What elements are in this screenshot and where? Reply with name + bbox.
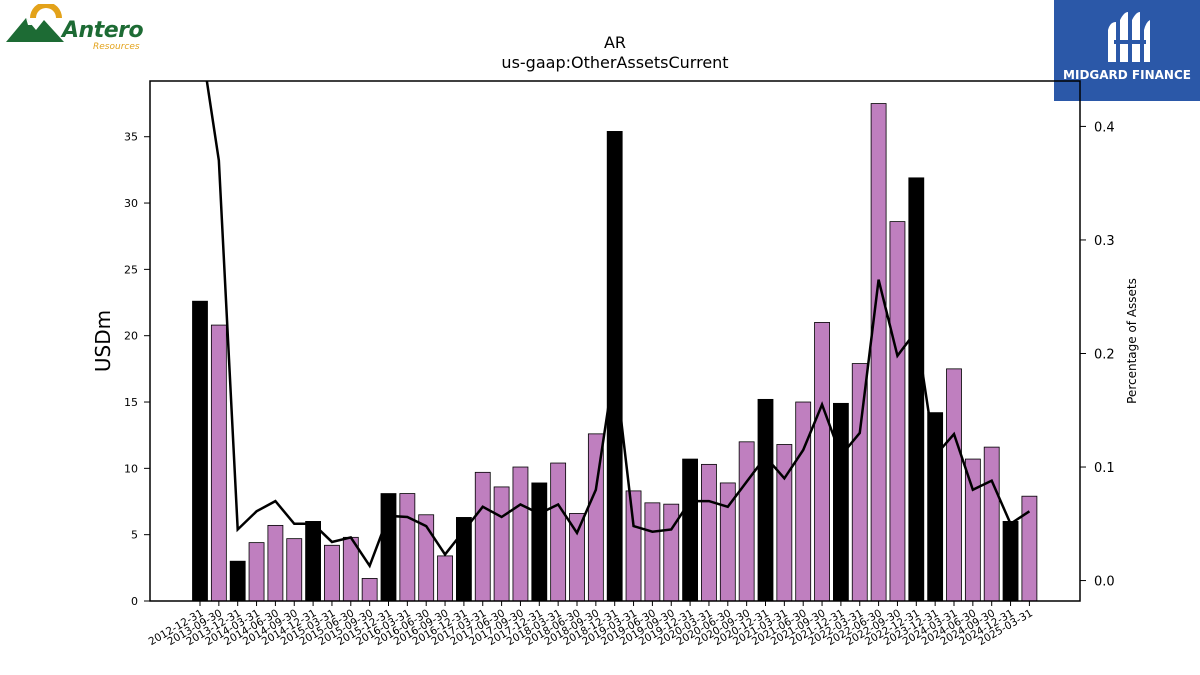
bar — [192, 300, 208, 602]
y-tick-label: 15 — [124, 396, 138, 409]
bar — [625, 490, 642, 602]
y-tick-label: 35 — [124, 131, 138, 144]
y-axis-label: USDm — [91, 310, 115, 372]
antero-brand-text: Antero — [62, 18, 144, 43]
bar — [738, 441, 755, 602]
bar — [663, 503, 680, 602]
bar — [889, 221, 906, 602]
bar — [927, 412, 944, 602]
bar — [964, 458, 981, 602]
bar — [361, 578, 378, 602]
antero-logo: Antero Resources — [4, 4, 149, 54]
bar — [1002, 521, 1019, 602]
bar — [229, 560, 246, 602]
chart-subtitle: us-gaap:OtherAssetsCurrent — [501, 53, 728, 72]
bar — [286, 538, 303, 602]
antero-sub-text: Resources — [93, 42, 140, 52]
y2-axis-label: Percentage of Assets — [1125, 278, 1139, 404]
y-tick-label: 30 — [124, 197, 138, 210]
bar — [833, 402, 849, 602]
bar — [814, 322, 830, 602]
bar — [531, 482, 548, 602]
bar — [474, 471, 491, 602]
y-tick-label: 5 — [131, 529, 138, 542]
midgard-logo: MIDGARD FINANCE — [1054, 0, 1200, 101]
pct-of-assets-line — [205, 81, 1031, 569]
bar — [983, 446, 1000, 602]
bar — [305, 521, 322, 602]
y-tick-label: 10 — [124, 462, 138, 475]
bar — [493, 486, 510, 602]
bar — [870, 103, 887, 602]
bars-group — [192, 103, 1038, 602]
bar — [550, 462, 567, 602]
bar — [701, 463, 717, 602]
midgard-emblem-icon — [1108, 12, 1150, 62]
bar — [248, 542, 265, 602]
bar — [908, 177, 925, 602]
y-tick-label: 25 — [124, 263, 138, 276]
y2-tick-label: 0.4 — [1094, 120, 1115, 135]
y-tick-label: 0 — [131, 595, 138, 608]
bar — [512, 466, 529, 602]
bar — [795, 401, 812, 602]
bar — [946, 368, 962, 602]
y2-tick-label: 0.0 — [1094, 575, 1115, 590]
line-group — [205, 81, 1031, 569]
chart-title: AR — [604, 33, 626, 52]
bar — [399, 493, 416, 602]
midgard-brand-text: MIDGARD FINANCE — [1063, 68, 1191, 82]
axes-group: 051015202530350.00.10.20.30.42012-12-312… — [124, 80, 1115, 648]
y2-tick-label: 0.2 — [1094, 347, 1115, 362]
y2-tick-label: 0.3 — [1094, 234, 1115, 249]
bar — [210, 324, 227, 602]
y2-tick-label: 0.1 — [1094, 461, 1115, 476]
bar — [267, 524, 284, 602]
bar — [682, 458, 698, 602]
bar — [644, 502, 661, 602]
bar — [757, 398, 774, 602]
bar — [324, 544, 340, 602]
bar — [776, 444, 793, 602]
y-tick-label: 20 — [124, 330, 138, 343]
bar — [380, 493, 397, 602]
bar — [437, 555, 453, 602]
antero-mountain-icon — [6, 4, 64, 42]
